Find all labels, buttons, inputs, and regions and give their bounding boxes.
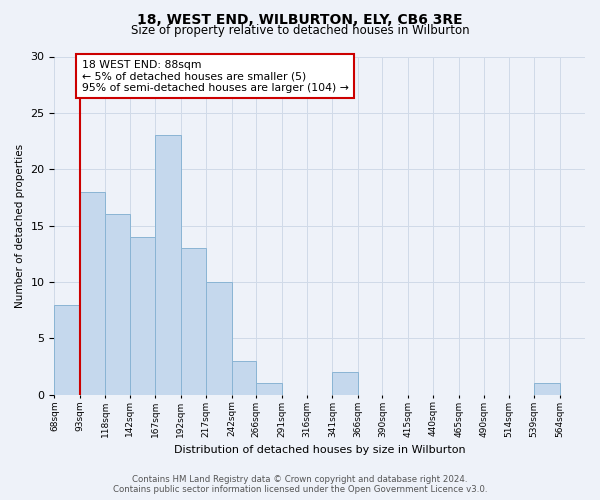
Bar (181, 248, 206, 394)
Bar (332, 372, 358, 394)
X-axis label: Distribution of detached houses by size in Wilburton: Distribution of detached houses by size … (174, 445, 466, 455)
Y-axis label: Number of detached properties: Number of detached properties (15, 144, 25, 308)
Text: 18 WEST END: 88sqm
← 5% of detached houses are smaller (5)
95% of semi-detached : 18 WEST END: 88sqm ← 5% of detached hous… (82, 60, 349, 93)
Bar (256, 384, 281, 394)
Bar (106, 214, 130, 394)
Bar (55, 304, 80, 394)
Bar (155, 136, 181, 394)
Text: Size of property relative to detached houses in Wilburton: Size of property relative to detached ho… (131, 24, 469, 37)
Bar (80, 192, 106, 394)
Bar (130, 237, 155, 394)
Bar (534, 384, 560, 394)
Bar (206, 282, 232, 395)
Text: Contains HM Land Registry data © Crown copyright and database right 2024.
Contai: Contains HM Land Registry data © Crown c… (113, 474, 487, 494)
Text: 18, WEST END, WILBURTON, ELY, CB6 3RE: 18, WEST END, WILBURTON, ELY, CB6 3RE (137, 12, 463, 26)
Bar (232, 361, 256, 394)
